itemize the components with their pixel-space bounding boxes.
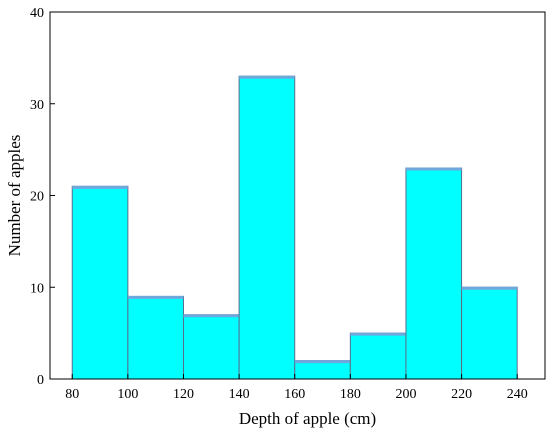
y-axis-label: Number of apples bbox=[5, 135, 24, 257]
x-tick-label: 240 bbox=[507, 387, 528, 402]
x-tick-label: 120 bbox=[173, 387, 194, 402]
bar-200-220 bbox=[405, 167, 463, 380]
y-tick-label: 20 bbox=[30, 190, 44, 205]
bar-120-140 bbox=[182, 314, 240, 380]
x-tick-label: 220 bbox=[451, 387, 472, 402]
x-tick-label: 200 bbox=[395, 387, 416, 402]
y-tick-label: 30 bbox=[30, 98, 44, 113]
bar-80-100 bbox=[71, 185, 129, 380]
x-tick-label: 80 bbox=[65, 387, 79, 402]
y-tick-label: 10 bbox=[30, 281, 44, 296]
y-tick-label: 40 bbox=[30, 6, 44, 21]
bar-160-180 bbox=[294, 360, 351, 380]
x-axis: 80 100 120 140 160 180 200 220 240 bbox=[65, 374, 528, 402]
x-tick-label: 180 bbox=[340, 387, 361, 402]
x-tick-label: 140 bbox=[229, 387, 250, 402]
x-tick-label: 160 bbox=[284, 387, 305, 402]
bar-140-160 bbox=[238, 75, 296, 380]
bar-180-200 bbox=[349, 332, 407, 380]
bar-220-240 bbox=[461, 286, 518, 380]
y-axis: 0 10 20 30 40 bbox=[30, 6, 55, 388]
bar-100-120 bbox=[127, 295, 184, 380]
bars-group bbox=[71, 75, 518, 380]
x-tick-label: 100 bbox=[117, 387, 138, 402]
y-tick-label: 0 bbox=[37, 373, 44, 388]
x-axis-label: Depth of apple (cm) bbox=[239, 409, 376, 428]
